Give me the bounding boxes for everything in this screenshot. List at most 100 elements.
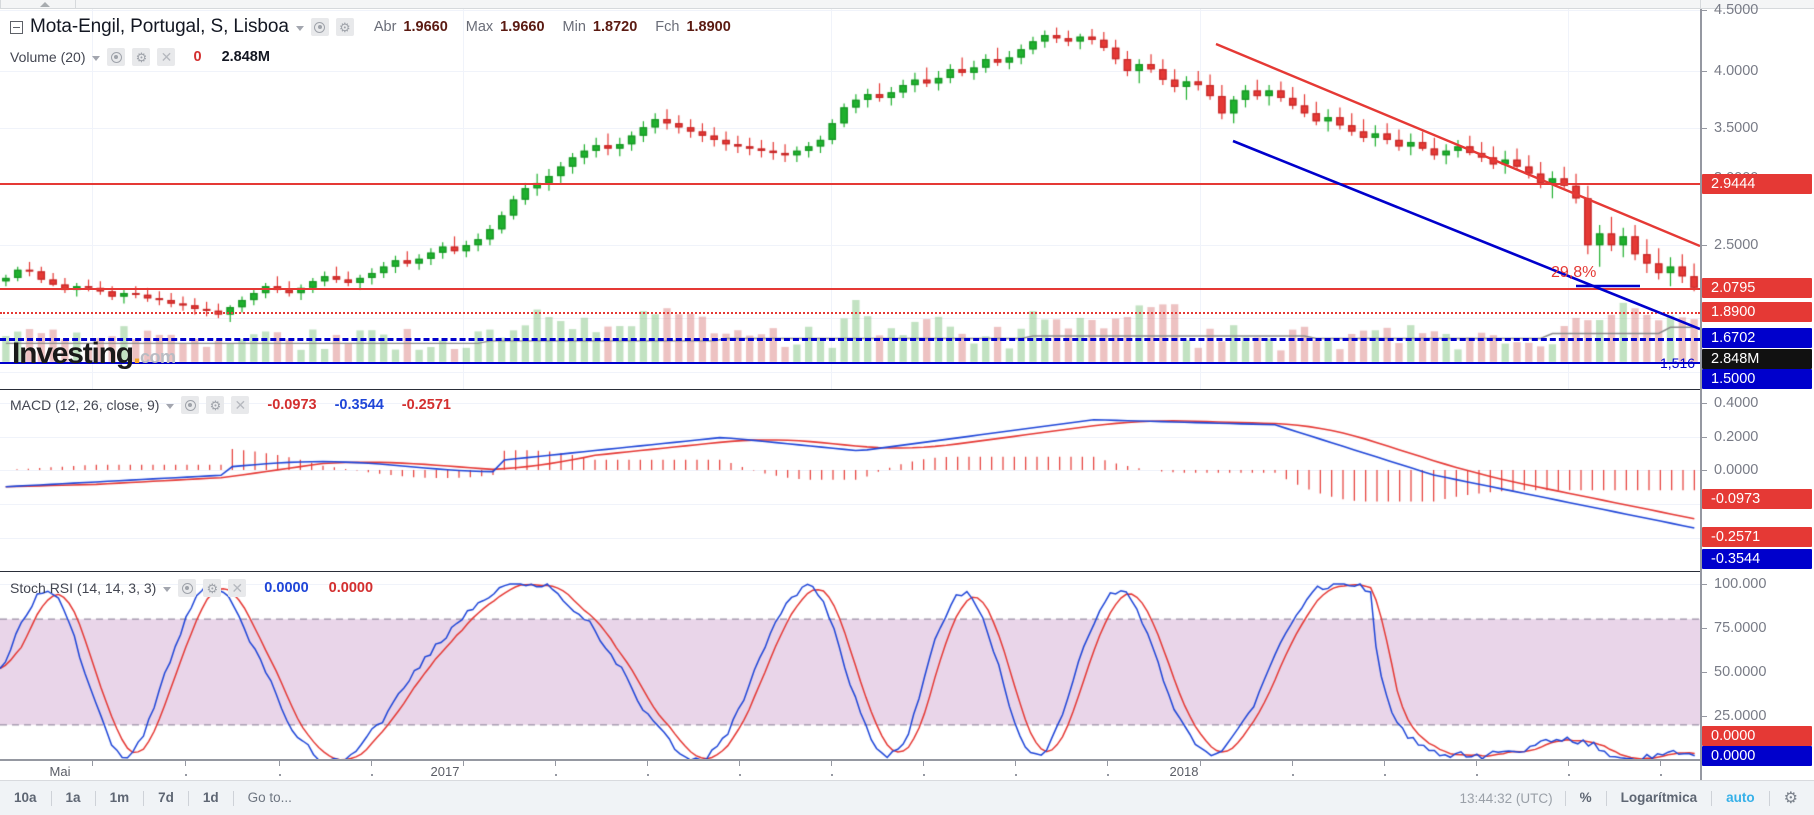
close-dotted-line-1-8900[interactable] — [0, 312, 1700, 314]
time-axis-tick — [1107, 761, 1108, 766]
price-badge-1-8900[interactable]: 1.8900 — [1702, 302, 1812, 322]
price-badge-1-5000[interactable]: 1.5000 — [1702, 369, 1812, 389]
macd-badge-macd[interactable]: -0.3544 — [1702, 549, 1812, 569]
stoch-tick-25: 25.0000 — [1714, 708, 1767, 724]
macd-badge-signal[interactable]: -0.2571 — [1702, 527, 1812, 547]
time-axis-tick — [1015, 761, 1016, 766]
stoch-badge-d[interactable]: 0.0000 — [1702, 726, 1812, 746]
collapse-caret-icon[interactable] — [40, 2, 50, 7]
time-axis-minor-marker — [831, 774, 833, 776]
volume-eye-icon[interactable] — [107, 48, 126, 66]
stoch-study-legend: Stoch RSI (14, 14, 3, 3) ⚙ ✕ 0.0000 0.00… — [10, 579, 373, 597]
time-axis-tick — [1292, 761, 1293, 766]
blue-dashed-line-1-6702[interactable] — [0, 338, 1700, 341]
clock-display[interactable]: 13:44:32 (UTC) — [1448, 791, 1565, 806]
go-to-button[interactable]: Go to... — [247, 790, 292, 805]
time-axis-minor-marker — [371, 774, 373, 776]
support-line-2-0795[interactable] — [0, 288, 1700, 290]
time-axis-tick — [1476, 761, 1477, 766]
symbol-title[interactable]: Mota-Engil, Portugal, S, Lisboa — [30, 16, 289, 37]
bottom-toolbar: 10a 1a 1m 7d 1d Go to... 13:44:32 (UTC) … — [0, 780, 1814, 815]
watermark-dot: . — [132, 337, 141, 370]
range-button-1d[interactable]: 1d — [202, 790, 219, 805]
stoch-study-title[interactable]: Stoch RSI (14, 14, 3, 3) — [10, 580, 157, 596]
trendlines-overlay[interactable] — [0, 9, 1700, 389]
macd-value-macd: -0.3544 — [334, 397, 384, 413]
ohlc-label-fch: Fch — [655, 19, 680, 35]
settings-gear-icon[interactable]: ⚙ — [1783, 790, 1798, 807]
macd-gear-icon[interactable]: ⚙ — [206, 396, 225, 414]
volume-value-1: 2.848M — [221, 49, 270, 65]
time-axis[interactable]: Mai 2017 2018 — [0, 759, 1700, 780]
time-axis-tick — [647, 761, 648, 766]
range-button-7d[interactable]: 7d — [158, 790, 174, 805]
macd-tick-0-2000: 0.2000 — [1714, 429, 1759, 445]
stoch-pane-divider[interactable] — [0, 571, 1700, 572]
price-axis-separator[interactable] — [1700, 9, 1702, 780]
percent-scale-button[interactable]: % — [1579, 790, 1592, 805]
stoch-badge-k[interactable]: 0.0000 — [1702, 746, 1812, 766]
macd-value-signal: -0.2571 — [401, 397, 451, 413]
top-strip — [0, 0, 1814, 9]
volume-chevron-down-icon[interactable] — [92, 56, 101, 61]
macd-eye-icon[interactable] — [181, 396, 200, 414]
stoch-eye-icon[interactable] — [178, 579, 197, 597]
clock-timezone: (UTC) — [1515, 790, 1553, 806]
time-axis-tick — [92, 761, 93, 766]
symbol-eye-icon[interactable] — [310, 18, 329, 36]
price-badge-volume[interactable]: 2.848M — [1702, 349, 1812, 369]
collapse-minus-icon[interactable] — [10, 20, 23, 34]
stoch-close-icon[interactable]: ✕ — [228, 579, 247, 597]
range-button-1a[interactable]: 1a — [65, 790, 81, 805]
time-axis-tick — [555, 761, 556, 766]
ohlc-value-fch: 1.8900 — [686, 19, 731, 35]
range-button-1m[interactable]: 1m — [109, 790, 130, 805]
price-candlestick-canvas[interactable] — [0, 9, 1700, 389]
time-axis-minor-marker — [1476, 774, 1478, 776]
volume-value-0: 0 — [193, 49, 202, 65]
time-axis-minor-marker — [1292, 774, 1294, 776]
macd-tick-0-4000: 0.4000 — [1714, 395, 1759, 411]
macd-badge-histogram[interactable]: -0.0973 — [1702, 489, 1812, 509]
pct-drop-annotation[interactable]: 29,8% — [1551, 264, 1597, 281]
volume-study-title[interactable]: Volume (20) — [10, 49, 86, 65]
macd-pane-divider[interactable] — [0, 389, 1700, 390]
macd-canvas[interactable] — [0, 390, 1700, 571]
macd-tick-0-0000: 0.0000 — [1714, 462, 1759, 478]
time-axis-tick — [831, 761, 832, 766]
downtrend-resistance-line — [1215, 42, 1700, 248]
price-badge-1-6702[interactable]: 1.6702 — [1702, 328, 1812, 348]
toolbar-divider — [50, 790, 52, 806]
symbol-chevron-down-icon[interactable] — [295, 26, 304, 31]
toolbar-divider — [94, 790, 96, 806]
macd-study-title[interactable]: MACD (12, 26, close, 9) — [10, 397, 160, 413]
macd-chevron-down-icon[interactable] — [166, 404, 175, 409]
symbol-gear-icon[interactable]: ⚙ — [335, 18, 354, 36]
symbol-legend: Mota-Engil, Portugal, S, Lisboa ⚙ Abr 1.… — [10, 16, 731, 38]
resistance-line-2-9444[interactable] — [0, 183, 1700, 185]
stoch-value-d: 0.0000 — [328, 580, 374, 596]
watermark-suffix: com — [140, 347, 176, 367]
volume-gear-icon[interactable]: ⚙ — [132, 48, 151, 66]
blue-line-1-5000[interactable] — [0, 362, 1700, 364]
stoch-chevron-down-icon[interactable] — [163, 587, 172, 592]
auto-scale-button[interactable]: auto — [1726, 790, 1755, 805]
price-tick-4-0000: 4.0000 — [1714, 63, 1759, 79]
toolbar-divider — [1564, 790, 1566, 806]
time-axis-tick — [185, 761, 186, 766]
time-axis-label: 2017 — [430, 764, 460, 779]
time-axis-minor-marker — [1384, 774, 1386, 776]
macd-close-icon[interactable]: ✕ — [231, 396, 250, 414]
ohlc-label-min: Min — [562, 19, 586, 35]
volume-close-icon[interactable]: ✕ — [157, 48, 176, 66]
stoch-gear-icon[interactable]: ⚙ — [203, 579, 222, 597]
price-badge-2-9444[interactable]: 2.9444 — [1702, 174, 1812, 194]
price-tick-4-5000: 4.5000 — [1714, 2, 1759, 18]
range-button-10a[interactable]: 10a — [14, 790, 37, 805]
price-badge-2-0795[interactable]: 2.0795 — [1702, 278, 1812, 298]
time-axis-minor-marker — [185, 774, 187, 776]
log-scale-button[interactable]: Logarítmica — [1620, 790, 1698, 805]
clock-time: 13:44:32 — [1459, 790, 1513, 806]
stoch-rsi-canvas[interactable] — [0, 572, 1700, 759]
time-axis-tick — [1200, 761, 1201, 766]
